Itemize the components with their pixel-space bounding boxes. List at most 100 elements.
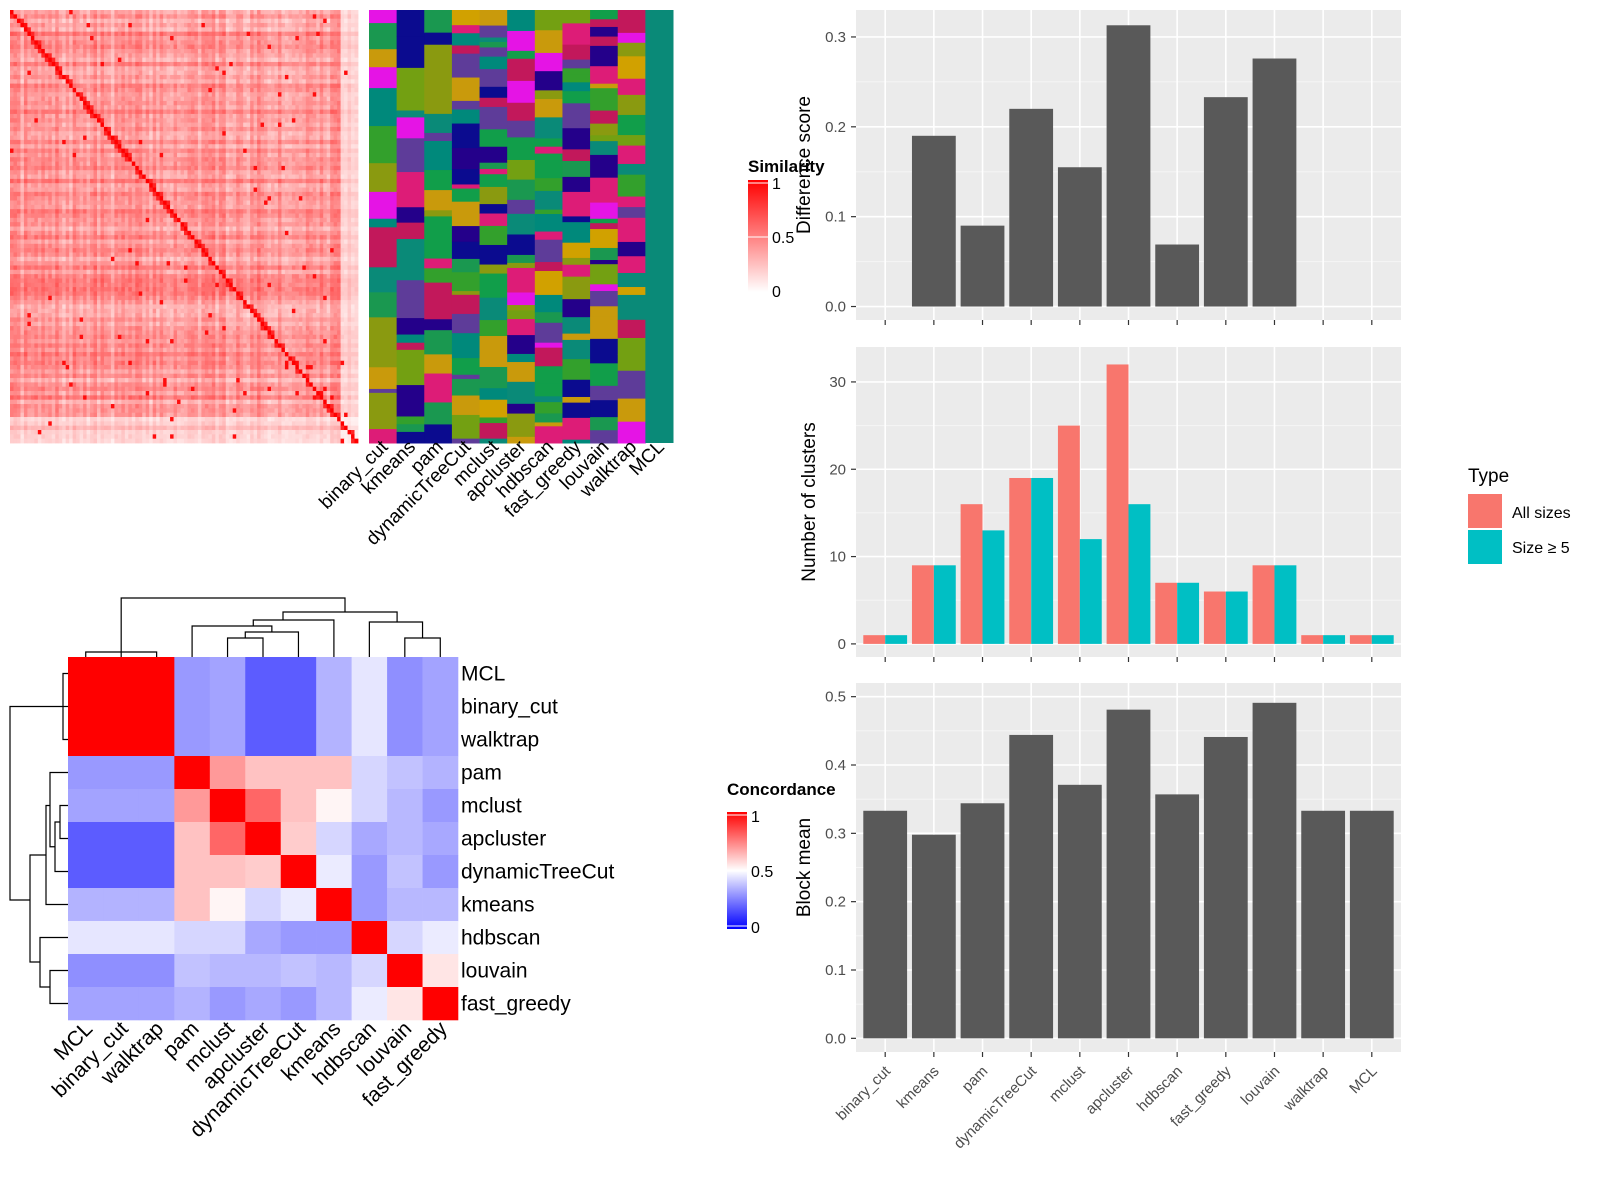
bar-MCL-all-sizes (1349, 635, 1372, 644)
row-label-kmeans: kmeans (461, 894, 535, 917)
type-legend-title: Type (1468, 466, 1509, 487)
concordance-matrix (68, 657, 459, 1021)
row-label-binary_cut: binary_cut (461, 696, 558, 719)
legend-label-size-ge-5: Size ≥ 5 (1512, 540, 1570, 557)
bar-kmeans (911, 135, 956, 307)
similarity-legend-tick-05: 0.5 (772, 230, 794, 247)
concordance-legend-tick-1: 1 (751, 809, 760, 826)
concordance-cell-mclust-louvain (387, 789, 423, 823)
y-axis-label: Block mean (794, 818, 815, 917)
bar-mclust (1057, 167, 1102, 307)
column-dendrogram-branch (252, 619, 335, 657)
concordance-cell-fast_greedy-louvain (387, 987, 423, 1021)
concordance-cell-binary_cut-kmeans (316, 690, 352, 724)
y-axis-label: Difference score (794, 96, 815, 234)
row-label-dynamicTreeCut: dynamicTreeCut (461, 861, 614, 884)
concordance-cell-kmeans-MCL (68, 888, 104, 922)
bar-pam (960, 803, 1005, 1039)
bar-hdbscan (1155, 244, 1200, 307)
concordance-cell-hdbscan-pam (174, 921, 211, 955)
concordance-cell-apcluster-louvain (387, 822, 423, 856)
bar-dynamicTreeCut-all-sizes (1009, 477, 1032, 644)
concordance-cell-MCL-walktrap (138, 657, 175, 691)
y-tick-label: 0 (838, 636, 846, 653)
concordance-cell-hdbscan-louvain (387, 921, 423, 955)
column-dendrogram-branch (120, 597, 346, 652)
bar-binary_cut-size-ge-5 (885, 635, 908, 644)
bar-pam-all-sizes (960, 504, 983, 644)
concordance-cell-hdbscan-MCL (68, 921, 104, 955)
legend-label-all-sizes: All sizes (1512, 505, 1571, 522)
concordance-cell-dynamicTreeCut-walktrap (138, 855, 175, 889)
concordance-cell-kmeans-fast_greedy (422, 888, 459, 922)
concordance-cell-kmeans-mclust (209, 888, 246, 922)
annotation-column-labels: binary_cutkmeanspamdynamicTreeCutmclusta… (316, 436, 669, 549)
concordance-cell-binary_cut-hdbscan (351, 690, 388, 724)
concordance-cell-walktrap-fast_greedy (422, 723, 459, 757)
concordance-cell-kmeans-binary_cut (103, 888, 140, 922)
column-dendrogram-branch (282, 611, 398, 622)
concordance-cell-dynamicTreeCut-kmeans (316, 855, 352, 889)
legend-key-size-ge-5 (1468, 530, 1502, 564)
row-dendrogram-branch (39, 936, 68, 988)
y-tick-label: 0.0 (825, 299, 846, 316)
concordance-cell-binary_cut-fast_greedy (422, 690, 459, 724)
bar-louvain-size-ge-5 (1274, 565, 1297, 644)
concordance-cell-hdbscan-binary_cut (103, 921, 140, 955)
concordance-cell-louvain-MCL (68, 954, 104, 988)
concordance-cell-fast_greedy-apcluster (245, 987, 282, 1021)
column-dendrogram-branch (404, 637, 441, 657)
concordance-cell-apcluster-MCL (68, 822, 104, 856)
type-legend: Type All sizes Size ≥ 5 (1468, 466, 1571, 564)
bar-apcluster-all-sizes (1106, 364, 1129, 644)
bar-dynamicTreeCut (1009, 734, 1054, 1039)
concordance-cell-louvain-pam (174, 954, 211, 988)
concordance-cell-dynamicTreeCut-MCL (68, 855, 104, 889)
concordance-legend-tick-0: 0 (751, 920, 760, 937)
x-tick-label-kmeans: kmeans (894, 1063, 943, 1112)
x-tick-label-apcluster: apcluster (1082, 1063, 1137, 1118)
x-tick-label-walktrap: walktrap (1280, 1063, 1332, 1115)
x-tick-label-louvain: louvain (1238, 1063, 1284, 1109)
similarity-legend-tick-1: 1 (772, 176, 781, 193)
column-dendrogram-branch (226, 637, 264, 657)
y-tick-label: 20 (829, 461, 846, 478)
y-axis-label: Number of clusters (799, 422, 820, 581)
concordance-cell-binary_cut-pam (174, 690, 211, 724)
bar-MCL (1349, 810, 1394, 1039)
y-tick-label: 0.2 (825, 894, 846, 911)
x-tick-label-mclust: mclust (1046, 1062, 1089, 1105)
concordance-cell-kmeans-pam (174, 888, 211, 922)
concordance-cell-mclust-kmeans (316, 789, 352, 823)
concordance-cell-walktrap-MCL (68, 723, 104, 757)
row-dendrogram-branch (49, 771, 68, 848)
concordance-cell-mclust-hdbscan (351, 789, 388, 823)
concordance-cell-walktrap-hdbscan (351, 723, 388, 757)
bar-apcluster (1106, 709, 1151, 1039)
concordance-cell-walktrap-dynamicTreeCut (280, 723, 317, 757)
concordance-cell-binary_cut-MCL (68, 690, 104, 724)
concordance-cell-apcluster-walktrap (138, 822, 175, 856)
concordance-cell-mclust-pam (174, 789, 211, 823)
concordance-cell-MCL-dynamicTreeCut (280, 657, 317, 691)
similarity-matrix (10, 10, 359, 444)
concordance-cell-fast_greedy-walktrap (138, 987, 175, 1021)
concordance-cell-pam-hdbscan (351, 756, 388, 790)
row-label-louvain: louvain (461, 960, 528, 983)
concordance-cell-pam-binary_cut (103, 756, 140, 790)
concordance-cell-pam-kmeans (316, 756, 352, 790)
bar-mclust (1057, 784, 1102, 1039)
concordance-cell-mclust-fast_greedy (422, 789, 459, 823)
concordance-cell-binary_cut-binary_cut (103, 690, 140, 724)
concordance-cell-kmeans-kmeans (316, 888, 352, 922)
similarity-legend-title: Similarity (748, 157, 825, 176)
concordance-cell-kmeans-hdbscan (351, 888, 388, 922)
row-label-pam: pam (461, 762, 502, 785)
bar-louvain-all-sizes (1252, 565, 1275, 644)
concordance-column-labels: MCLbinary_cutwalktrappammclustapclusterd… (48, 1017, 452, 1142)
concordance-cell-louvain-binary_cut (103, 954, 140, 988)
concordance-cell-louvain-kmeans (316, 954, 352, 988)
concordance-cell-binary_cut-louvain (387, 690, 423, 724)
bar-apcluster-size-ge-5 (1128, 504, 1151, 644)
